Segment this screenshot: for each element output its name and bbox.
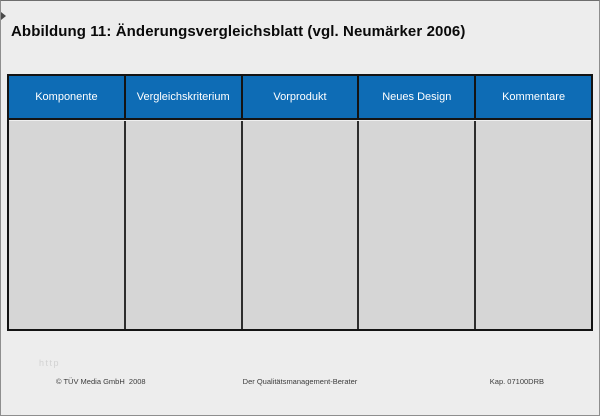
- comparison-table: Komponente Vergleichskriterium Vorproduk…: [7, 74, 593, 331]
- table-header-komponente: Komponente: [35, 91, 98, 103]
- table-header-vergleichskriterium: Vergleichskriterium: [123, 76, 241, 118]
- table-header-row: Komponente Vergleichskriterium Vorproduk…: [9, 76, 591, 120]
- watermark-text: http: [39, 358, 61, 368]
- table-header-vorprodukt: Vorprodukt: [240, 76, 358, 118]
- footer-chapter-ref: Kap. 07100DRB: [489, 377, 544, 386]
- cursor-arrow-icon: [1, 12, 6, 20]
- table-cell-empty: [357, 121, 474, 329]
- page-title: Abbildung 11: Änderungsvergleichsblatt (…: [11, 23, 466, 40]
- table-cell-empty: [474, 121, 591, 329]
- table-cell-empty: [9, 121, 124, 329]
- table-cell-empty: [240, 121, 358, 329]
- footer-publication-title: Der Qualitätsmanagement-Berater: [242, 377, 358, 386]
- table-cell-empty: [123, 121, 241, 329]
- footer-copyright: © TÜV Media GmbH 2008: [56, 377, 146, 386]
- table-header-neues-design: Neues Design: [357, 76, 474, 118]
- table-body-row: [9, 120, 591, 329]
- table-header-kommentare: Kommentare: [474, 76, 591, 118]
